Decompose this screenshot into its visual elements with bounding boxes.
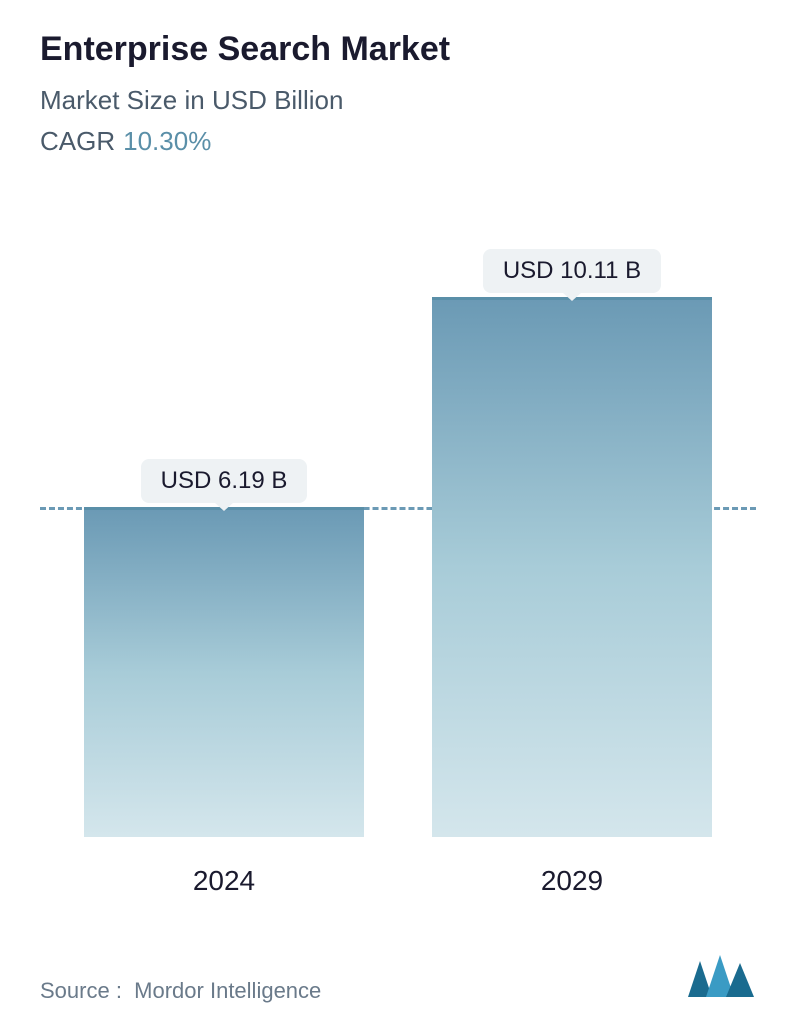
source-attribution: Source : Mordor Intelligence: [40, 978, 321, 1004]
chart-subtitle: Market Size in USD Billion: [40, 85, 756, 116]
x-label-1: 2029: [432, 865, 712, 897]
chart-area: USD 6.19 B USD 10.11 B 2024 2029: [40, 217, 756, 897]
cagr-value: 10.30%: [123, 126, 211, 156]
mordor-logo-icon: [686, 953, 756, 1004]
bar-value-label-1: USD 10.11 B: [483, 249, 661, 293]
chart-title: Enterprise Search Market: [40, 30, 756, 69]
bar-0: [84, 507, 364, 837]
bars-container: USD 6.19 B USD 10.11 B: [80, 237, 716, 837]
cagr-label: CAGR: [40, 126, 115, 156]
x-axis-labels: 2024 2029: [80, 865, 716, 897]
bar-wrapper-0: USD 6.19 B: [84, 459, 364, 837]
bar-1: [432, 297, 712, 837]
bar-wrapper-1: USD 10.11 B: [432, 249, 712, 837]
source-name: Mordor Intelligence: [134, 978, 321, 1003]
bar-value-label-0: USD 6.19 B: [141, 459, 308, 503]
footer: Source : Mordor Intelligence: [40, 978, 756, 1004]
cagr-row: CAGR 10.30%: [40, 126, 756, 157]
x-label-0: 2024: [84, 865, 364, 897]
source-prefix: Source :: [40, 978, 122, 1003]
